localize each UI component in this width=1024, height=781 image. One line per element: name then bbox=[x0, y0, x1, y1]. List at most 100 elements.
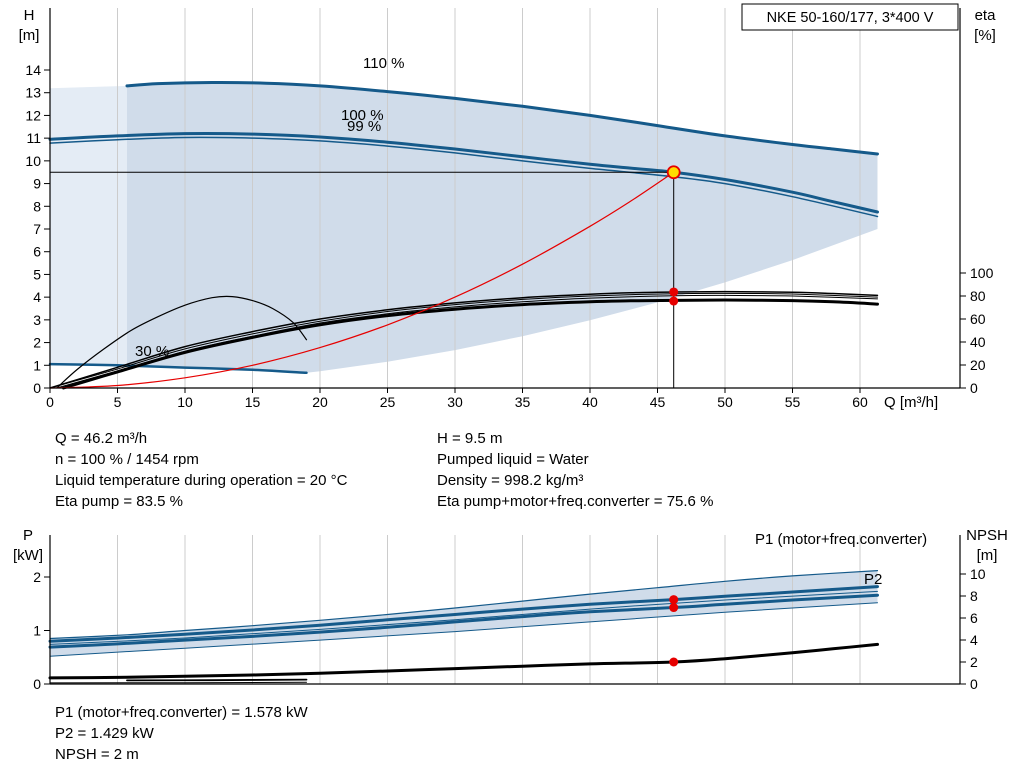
left-tick-label: 6 bbox=[33, 244, 41, 260]
p-min-line bbox=[49, 602, 878, 657]
speed-curve-min bbox=[48, 362, 308, 375]
left-tick-label: 5 bbox=[33, 266, 41, 282]
p2-curve bbox=[48, 593, 879, 649]
left-tick-label: 1 bbox=[33, 623, 41, 639]
npsh-curve bbox=[48, 642, 879, 680]
duty-info-eta-total: Eta pump+motor+freq.converter = 75.6 % bbox=[437, 493, 714, 510]
right-tick-label: 0 bbox=[970, 380, 978, 396]
left-tick-label: 8 bbox=[33, 198, 41, 214]
y-left-title-2: [m] bbox=[19, 27, 40, 44]
right-tick-label: 0 bbox=[970, 676, 978, 692]
duty-info-eta-pump: Eta pump = 83.5 % bbox=[55, 493, 183, 510]
right-tick-label: 6 bbox=[970, 610, 978, 626]
eta-pump-point bbox=[669, 287, 679, 297]
x-tick-label: 55 bbox=[785, 394, 801, 410]
duty-info-q: Q = 46.2 m³/h bbox=[55, 430, 148, 447]
npsh-point bbox=[669, 657, 679, 667]
chart-title: NKE 50-160/177, 3*400 V bbox=[767, 10, 934, 26]
x-tick-label: 50 bbox=[717, 394, 733, 410]
right-tick-label: 80 bbox=[970, 288, 986, 304]
label-p2: P2 bbox=[864, 571, 882, 588]
right-tick-label: 8 bbox=[970, 588, 978, 604]
left-tick-label: 3 bbox=[33, 312, 41, 328]
x-tick-label: 0 bbox=[46, 394, 54, 410]
x-tick-label: 45 bbox=[650, 394, 666, 410]
x-tick-label: 60 bbox=[852, 394, 868, 410]
x-tick-label: 15 bbox=[245, 394, 261, 410]
y-right-title-1: NPSH bbox=[966, 527, 1008, 544]
label-100: 100 % bbox=[341, 107, 384, 124]
speed-curve-110 bbox=[125, 80, 879, 156]
npsh-min-line2 bbox=[49, 681, 307, 684]
power-info-p2: P2 = 1.429 kW bbox=[55, 725, 154, 742]
left-tick-label: 2 bbox=[33, 335, 41, 351]
right-tick-label: 4 bbox=[970, 632, 978, 648]
operating-envelope bbox=[127, 82, 878, 373]
y-right-title-2: [%] bbox=[974, 27, 996, 44]
eta-min-speed-arc bbox=[56, 295, 308, 389]
left-tick-label: 13 bbox=[25, 85, 41, 101]
y-right-title-1: eta bbox=[975, 7, 997, 24]
x-tick-label: 35 bbox=[515, 394, 531, 410]
envelope-left-region bbox=[50, 85, 127, 367]
x-tick-label: 5 bbox=[114, 394, 122, 410]
label-p1: P1 (motor+freq.converter) bbox=[755, 531, 927, 548]
right-tick-label: 10 bbox=[970, 566, 986, 582]
left-tick-label: 14 bbox=[25, 62, 41, 78]
y-left-title-1: H bbox=[24, 7, 35, 24]
left-tick-label: 10 bbox=[25, 153, 41, 169]
right-tick-label: 100 bbox=[970, 265, 994, 281]
left-tick-label: 0 bbox=[33, 676, 41, 692]
x-tick-label: 40 bbox=[582, 394, 598, 410]
right-tick-label: 40 bbox=[970, 334, 986, 350]
x-tick-label: 20 bbox=[312, 394, 328, 410]
p1-max-line bbox=[49, 570, 879, 640]
x-tick-label: 10 bbox=[177, 394, 193, 410]
left-tick-label: 7 bbox=[33, 221, 41, 237]
duty-info-head: H = 9.5 m bbox=[437, 430, 503, 447]
power-info-p1: P1 (motor+freq.converter) = 1.578 kW bbox=[55, 704, 308, 721]
eta-curve-alt1 bbox=[49, 292, 878, 389]
power-info: P1 (motor+freq.converter) = 1.578 kW P2 … bbox=[55, 702, 308, 765]
p-mid-line bbox=[49, 590, 878, 645]
left-tick-label: 9 bbox=[33, 176, 41, 192]
left-tick-label: 4 bbox=[33, 289, 41, 305]
p1-curve bbox=[48, 585, 879, 643]
speed-curve-99 bbox=[49, 136, 879, 218]
x-axis-title: Q [m³/h] bbox=[884, 394, 938, 411]
left-tick-label: 1 bbox=[33, 357, 41, 373]
right-tick-label: 60 bbox=[970, 311, 986, 327]
duty-info-temperature: Liquid temperature during operation = 20… bbox=[55, 472, 348, 489]
left-tick-label: 2 bbox=[33, 569, 41, 585]
eta-total-curve bbox=[62, 298, 879, 390]
p1-point bbox=[669, 595, 679, 605]
p2-point bbox=[669, 603, 679, 613]
system-curve bbox=[49, 171, 675, 389]
x-tick-label: 25 bbox=[380, 394, 396, 410]
label-99: 99 % bbox=[347, 118, 381, 135]
y-right-title-2: [m] bbox=[977, 547, 998, 564]
duty-info-left: Q = 46.2 m³/h n = 100 % / 1454 rpm Liqui… bbox=[55, 428, 347, 512]
duty-info-density: Density = 998.2 kg/m³ bbox=[437, 472, 584, 489]
y-left-title-1: P bbox=[23, 527, 33, 544]
hq-chart[interactable]: 0 5 10 15 20 25 30 35 40 45 50 55 600123456789101112… bbox=[0, 0, 1024, 415]
right-tick-label: 2 bbox=[970, 654, 978, 670]
label-110: 110 % bbox=[363, 55, 404, 72]
speed-curve-100 bbox=[48, 131, 879, 214]
duty-info-right: H = 9.5 m Pumped liquid = Water Density … bbox=[437, 428, 713, 512]
left-tick-label: 0 bbox=[33, 380, 41, 396]
npsh-min-line bbox=[126, 678, 308, 682]
y-left-title-2: [kW] bbox=[13, 547, 43, 564]
power-npsh-chart[interactable]: 0 1 2 0 2 4 6 8 10 P [kW] NPSH [m] P1 (motor+freq.con… bbox=[0, 520, 1024, 700]
chart-title-box bbox=[741, 3, 959, 31]
duty-info-speed: n = 100 % / 1454 rpm bbox=[55, 451, 199, 468]
power-info-npsh: NPSH = 2 m bbox=[55, 746, 139, 763]
right-tick-label: 20 bbox=[970, 357, 986, 373]
eta-pump-curve bbox=[49, 290, 879, 389]
label-30: 30 % bbox=[135, 343, 169, 360]
eta-total-point bbox=[669, 296, 679, 306]
duty-info-liquid: Pumped liquid = Water bbox=[437, 451, 589, 468]
left-tick-label: 11 bbox=[26, 130, 41, 146]
duty-point[interactable] bbox=[666, 165, 681, 180]
